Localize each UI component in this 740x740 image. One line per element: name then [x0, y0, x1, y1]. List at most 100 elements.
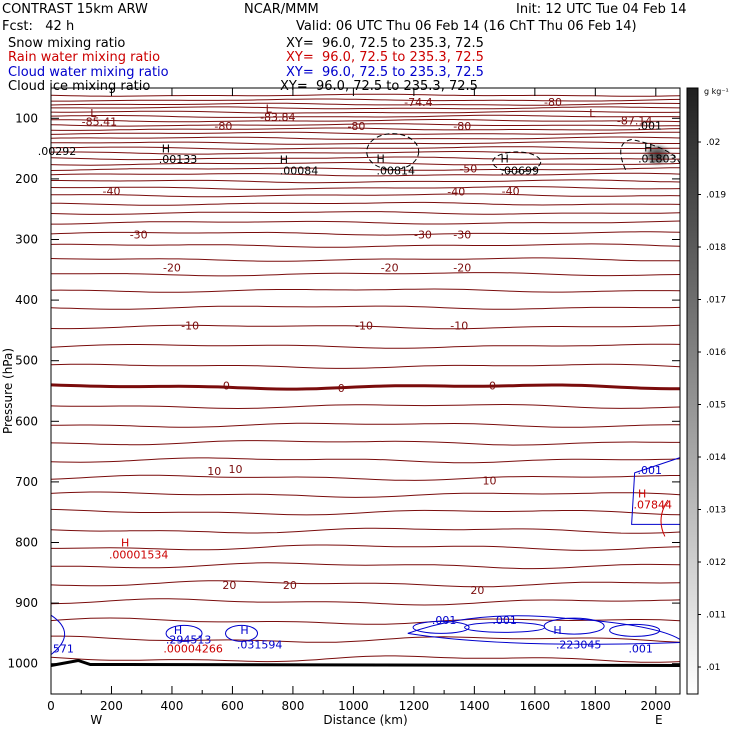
isotherm-contour: [51, 201, 681, 206]
isotherm-label: -10: [181, 320, 199, 333]
temperature-extremum-marker: L: [589, 107, 596, 120]
isotherm-contour: [50, 123, 681, 127]
isotherm-contour: [50, 162, 681, 166]
isotherm-contour: [51, 179, 681, 184]
cloud-water-contour: [165, 624, 203, 642]
isotherm-label: -40: [447, 186, 465, 199]
colorbar-tick-label: .011: [706, 611, 726, 621]
field-extremum-label: H: [174, 624, 182, 637]
cloud-water-contour: [407, 632, 681, 645]
isotherm-contour: [50, 491, 681, 498]
field-extremum-label: H: [644, 141, 652, 154]
field-cloudice-name: Cloud ice mixing ratio: [8, 79, 151, 94]
isotherm-contour: [50, 598, 681, 606]
temperature-extremum-marker: H: [500, 152, 508, 165]
x-tick-label: 1200: [399, 699, 430, 713]
y-tick-label: 600: [15, 414, 38, 428]
isotherm-contour: [50, 562, 681, 570]
field-extremum-label: .223045: [556, 638, 602, 651]
colorbar-tick-label: .018: [706, 243, 726, 253]
isotherm-contour: [51, 272, 681, 277]
rain-water-contour: [660, 499, 669, 537]
field-snow-name: Snow mixing ratio: [8, 36, 126, 51]
isotherm-label: -10: [355, 320, 373, 333]
isotherm-contour: [50, 457, 681, 464]
isotherm-contour: [50, 136, 681, 140]
init-time: Init: 12 UTC Tue 04 Feb 14: [516, 2, 687, 17]
isotherm-label: -83.84: [260, 111, 295, 124]
y-tick-label: 300: [15, 233, 38, 247]
isotherm-label: 20: [222, 579, 236, 592]
isotherm-contour: [50, 324, 681, 330]
west-end-label: W: [90, 713, 102, 727]
isotherm-contour: [50, 156, 680, 161]
isotherm-contour: [50, 343, 681, 349]
isotherm-contour: [50, 383, 680, 391]
organization: NCAR/MMM: [244, 2, 319, 17]
isotherm-label: -80: [347, 120, 365, 133]
isotherm-contour: [50, 146, 680, 150]
field-extremum-label: .00084: [280, 164, 319, 177]
ice-contour: [620, 139, 681, 171]
temperature-extremum-marker: L: [266, 103, 273, 116]
x-tick-label: 1600: [520, 699, 551, 713]
isotherm-label: 20: [470, 584, 484, 597]
field-extremum-label: .00699: [500, 164, 539, 177]
isotherm-label: -20: [453, 261, 471, 274]
isotherm-label: 10: [482, 475, 496, 488]
y-tick-label: 400: [15, 293, 38, 307]
temperature-extremum-marker: H: [280, 154, 288, 167]
field-extremum-label: .001: [492, 614, 517, 627]
isotherm-label: -80: [453, 120, 471, 133]
field-extremum-label: .001: [638, 464, 663, 477]
isotherm-contour: [50, 167, 680, 171]
field-extremum-label: .00292: [38, 145, 77, 158]
isotherm-contour: [50, 305, 681, 310]
isotherm-label: 10: [207, 465, 221, 478]
cloud-water-contour: [407, 615, 681, 640]
cloud-water-contour: [412, 620, 470, 634]
x-tick-label: 200: [100, 699, 123, 713]
isotherm-label: -20: [163, 261, 181, 274]
x-tick-label: 1000: [338, 699, 369, 713]
y-axis-label: Pressure (hPa): [1, 348, 15, 434]
forecast-hour: Fcst: 42 h: [2, 19, 75, 34]
isotherm-label: -30: [414, 229, 432, 242]
isotherm-contour: [50, 93, 681, 97]
temperature-extremum-marker: L: [90, 107, 97, 120]
isotherm-contour: [51, 422, 680, 428]
colorbar-tick-label: .014: [706, 453, 726, 463]
colorbar-tick-label: .02: [706, 138, 720, 148]
isotherm-contour: [50, 617, 681, 625]
colorbar-tick-label: .016: [706, 348, 726, 358]
chart-title: CONTRAST 15km ARW: [2, 2, 148, 17]
colorbar-tick-label: .012: [706, 558, 726, 568]
isotherm-contour: [50, 211, 681, 215]
field-rain-name: Rain water mixing ratio: [8, 50, 161, 65]
isotherm-contour: [50, 655, 681, 663]
valid-time: Valid: 06 UTC Thu 06 Feb 14 (16 ChT Thu …: [296, 19, 637, 34]
axes: 0 200 400 600 800 1000 1200 1400 1600 1800 2000100…: [1, 87, 681, 727]
isotherm-contour: [50, 131, 681, 135]
field-rain-xy: XY= 96.0, 72.5 to 235.3, 72.5: [286, 50, 484, 65]
isotherm-contour: [50, 288, 681, 293]
y-tick-label: 800: [15, 536, 38, 550]
field-extremum-label: .001: [638, 120, 663, 133]
cloud-water-contour: [543, 617, 605, 635]
isotherm-contour: [50, 110, 681, 114]
isotherm-label: -30: [453, 229, 471, 242]
field-extremum-label: H: [240, 624, 248, 637]
field-extremum-label: .01803: [638, 152, 677, 165]
field-extremum-label: .07844: [634, 498, 673, 511]
field-extremum-label: .00004266: [163, 643, 223, 656]
isotherm-contour: [51, 151, 681, 155]
temperature-extremum-marker: H: [376, 152, 384, 165]
isotherm-contour: [51, 220, 681, 225]
field-extremum-label: .00133: [159, 153, 198, 166]
x-tick-label: 0: [47, 699, 55, 713]
isotherm-contour: [50, 363, 681, 369]
isotherm-contour: [50, 527, 681, 534]
isotherm-label: 0: [338, 382, 345, 395]
cloud-contours: [50, 133, 681, 656]
isotherm-contour: [51, 98, 681, 102]
